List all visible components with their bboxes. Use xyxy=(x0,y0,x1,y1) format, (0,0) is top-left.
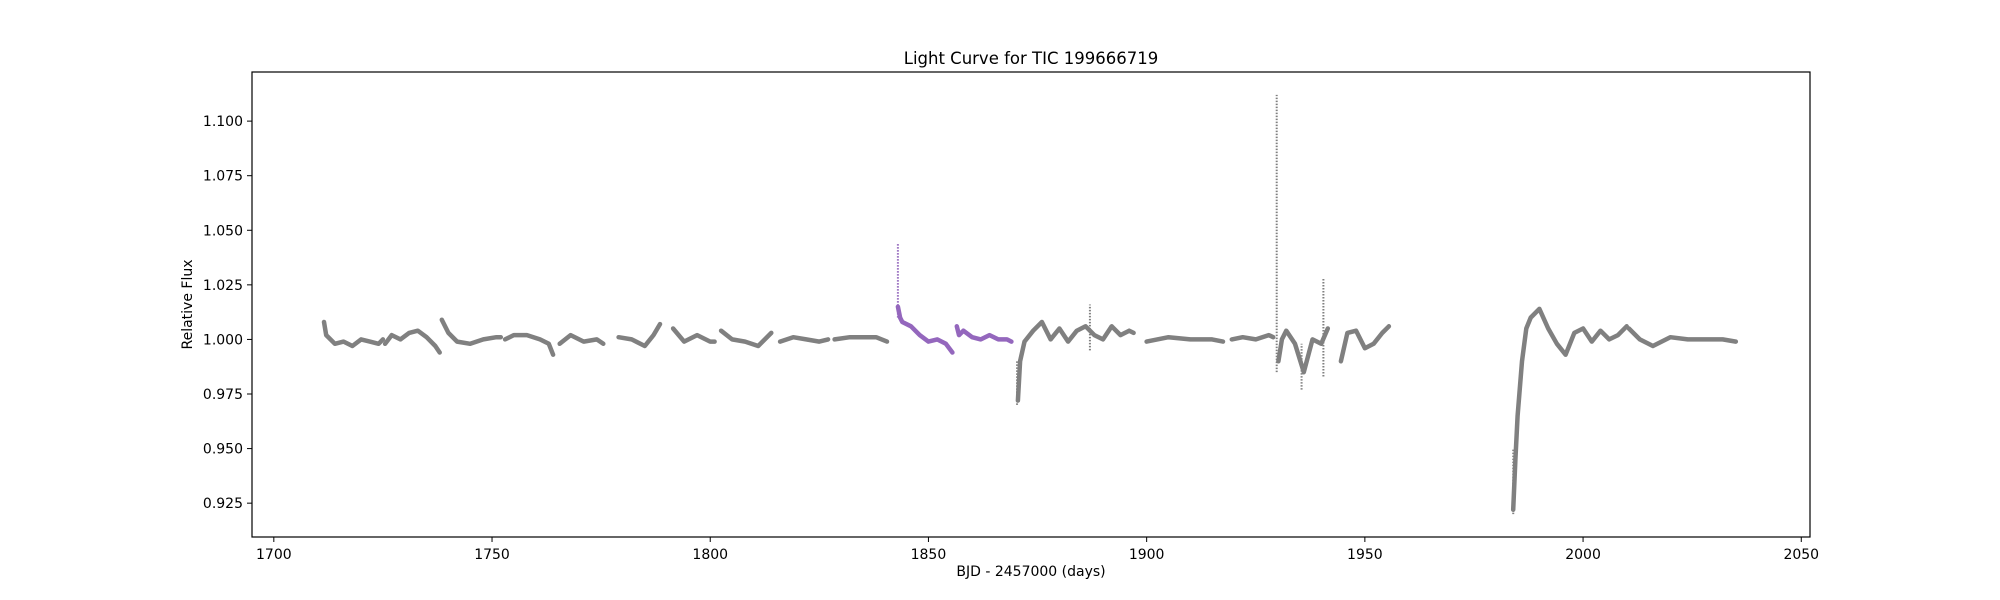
x-tick-label: 1950 xyxy=(1347,547,1383,563)
series-0-segment-8 xyxy=(777,334,831,344)
series-0-segment-16 xyxy=(1626,326,1739,349)
x-tick-label: 1900 xyxy=(1129,547,1165,563)
x-axis: 1700 1750 1800 1850 1900 1950 2000 2050 xyxy=(256,537,1819,563)
plot-area xyxy=(321,94,1739,515)
series-0-segment-12 xyxy=(1229,332,1276,342)
x-tick-label: 1750 xyxy=(474,547,510,563)
x-tick-label: 1800 xyxy=(692,547,728,563)
series-0-segment-5 xyxy=(616,321,663,349)
y-tick-label: 1.000 xyxy=(203,332,243,348)
y-axis: 0.925 0.950 0.975 1.000 1.025 1.050 1.075 1.100 xyxy=(203,114,252,512)
y-tick-label: 1.100 xyxy=(203,114,243,130)
y-tick-label: 1.075 xyxy=(203,169,243,185)
series-1-segment-1 xyxy=(954,324,1014,344)
x-tick-label: 2000 xyxy=(1565,547,1601,563)
y-axis-label: Relative Flux xyxy=(180,259,196,349)
series-0-segment-11 xyxy=(1144,334,1226,344)
y-tick-label: 0.950 xyxy=(203,442,243,458)
series-0-segment-14 xyxy=(1338,324,1392,364)
y-tick-label: 0.925 xyxy=(203,496,243,512)
axes-frame xyxy=(251,71,1811,538)
y-tick-label: 0.975 xyxy=(203,387,243,403)
series-0-segment-0 xyxy=(321,319,386,349)
series-0-segment-4 xyxy=(557,332,606,347)
y-tick-label: 1.050 xyxy=(203,223,243,239)
series-1-segment-0 xyxy=(895,304,955,355)
series-0-segment-10 xyxy=(1015,319,1136,403)
series-0-segment-13 xyxy=(1276,326,1331,375)
series-0-segment-2 xyxy=(439,317,504,347)
series-0-segment-1 xyxy=(382,328,442,355)
series-0-segment-15 xyxy=(1510,306,1629,512)
series-0-segment-7 xyxy=(718,328,774,349)
x-tick-label: 1850 xyxy=(911,547,947,563)
y-tick-label: 1.025 xyxy=(203,278,243,294)
x-tick-label: 1700 xyxy=(256,547,292,563)
x-tick-label: 2050 xyxy=(1783,547,1819,563)
series-0-segment-6 xyxy=(670,326,717,344)
series-0-segment-3 xyxy=(502,332,556,357)
series-0-segment-9 xyxy=(832,334,890,344)
x-axis-label: BJD - 2457000 (days) xyxy=(956,564,1105,580)
chart-title: Light Curve for TIC 199666719 xyxy=(904,49,1158,68)
